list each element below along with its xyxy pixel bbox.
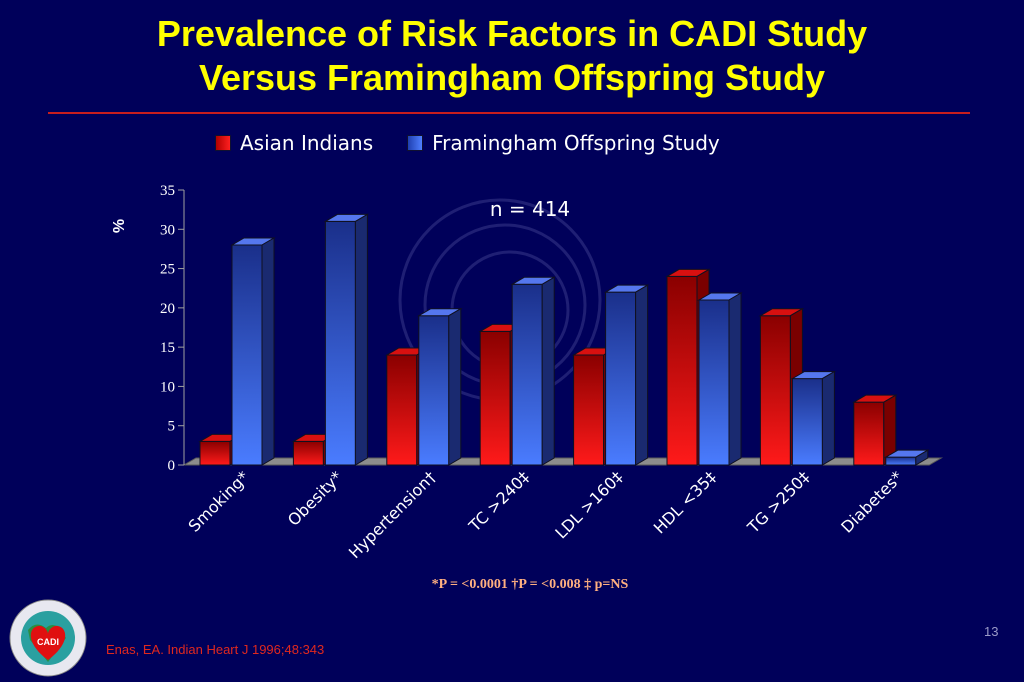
x-tick-label: TG >250‡ <box>743 467 813 537</box>
bar-front <box>573 354 605 466</box>
bar-front <box>386 354 418 466</box>
bar-front <box>479 330 511 466</box>
bar-front <box>666 275 698 466</box>
bar <box>416 307 463 466</box>
bar-side <box>261 237 275 466</box>
legend-swatch-asian-indians <box>215 135 231 151</box>
y-tick-label: 15 <box>160 340 175 356</box>
bar <box>510 276 557 466</box>
x-tick-label: LDL >160‡ <box>551 467 626 542</box>
bar-front <box>231 244 263 466</box>
y-tick-label: 5 <box>168 419 176 435</box>
y-axis: 0 5 10 15 20 25 30 35 <box>160 183 185 474</box>
sample-size-annotation: n = 414 <box>490 197 570 221</box>
bar-front <box>759 315 791 466</box>
bar <box>697 292 743 466</box>
chart-legend: Asian Indians Framingham Offspring Study <box>215 130 754 156</box>
bar-side <box>821 370 835 466</box>
legend-label-framingham: Framingham Offspring Study <box>432 131 720 155</box>
bar-side <box>915 449 929 466</box>
legend-item-asian-indians: Asian Indians <box>215 131 373 155</box>
bar-front <box>605 291 637 466</box>
bar-side <box>728 292 742 466</box>
bar <box>883 449 930 466</box>
x-tick-label: Diabetes* <box>837 467 906 536</box>
y-tick-label: 0 <box>168 458 176 474</box>
y-tick-label: 35 <box>160 183 175 199</box>
chart-bars <box>198 213 930 466</box>
bar-front <box>791 378 823 466</box>
slide-number: 13 <box>984 624 999 639</box>
bar-front <box>324 220 356 466</box>
bar-front <box>885 456 917 466</box>
y-axis-label: % <box>111 219 128 233</box>
bar <box>230 237 276 466</box>
x-axis-labels: Smoking* Obesity*Hypertension† TC >240‡ LDL… <box>185 467 907 562</box>
significance-footnote: *P = <0.0001 †P = <0.008 ‡ p=NS <box>431 577 629 592</box>
bar <box>603 284 650 466</box>
title-divider <box>48 112 970 114</box>
bar-front <box>199 440 231 466</box>
x-tick-label: Hypertension† <box>345 467 440 562</box>
legend-label-asian-indians: Asian Indians <box>240 131 374 155</box>
bar-side <box>354 213 368 466</box>
bar-front <box>853 401 885 466</box>
x-tick-label: TC >240‡ <box>464 467 533 536</box>
y-tick-label: 20 <box>160 301 175 317</box>
legend-swatch-framingham <box>407 135 424 151</box>
cadi-logo: CADI <box>9 599 87 677</box>
bar-front <box>418 315 450 466</box>
title-line-2: Versus Framingham Offspring Study <box>198 57 826 98</box>
y-tick-label: 30 <box>160 222 175 238</box>
x-tick-label: Obesity* <box>284 467 346 529</box>
title-line-1: Prevalence of Risk Factors in CADI Study <box>156 13 868 54</box>
y-tick-label: 25 <box>160 262 175 278</box>
x-tick-label: Smoking* <box>185 467 253 535</box>
y-tick-label: 10 <box>160 379 175 395</box>
bar-front <box>292 440 324 466</box>
bar <box>790 370 837 466</box>
source-citation: Enas, EA. Indian Heart J 1996;48:343 <box>106 642 325 657</box>
bar-side <box>635 284 649 466</box>
bar-front <box>511 283 543 466</box>
bar-front <box>698 299 730 466</box>
logo-center-text: CADI <box>37 637 59 647</box>
x-tick-label: HDL <35‡ <box>650 467 720 537</box>
slide-title: Prevalence of Risk Factors in CADI Study… <box>0 12 1024 100</box>
bar-side <box>448 307 462 466</box>
bar-side <box>541 276 555 466</box>
bar <box>323 213 370 466</box>
legend-item-framingham: Framingham Offspring Study <box>407 131 720 155</box>
